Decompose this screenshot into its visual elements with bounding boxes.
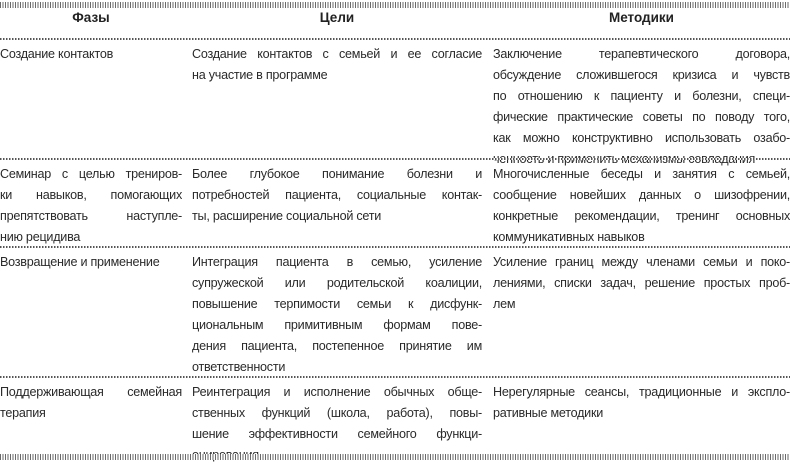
cell-line: потребностей пациента, социальные контак…	[192, 188, 482, 202]
cell-line: коммуникативных навыков	[493, 230, 645, 244]
table-bottom-border	[0, 454, 790, 460]
cell-line: терапия	[0, 406, 46, 420]
cell-line: Усиление границ между членами семьи и по…	[493, 255, 790, 269]
cell-line: циональным примитивным формам пове-	[192, 318, 482, 332]
row-divider	[0, 376, 790, 378]
cell-line: ративные методики	[493, 406, 604, 420]
cell-line: как можно конструктивно использовать оза…	[493, 131, 790, 145]
cell-phase: Возвращение и применение	[0, 252, 182, 273]
cell-goals: Более глубокое понимание болезни и потреб…	[192, 164, 482, 227]
row-divider	[0, 158, 790, 160]
cell-goals: Интеграция пациента в семью, усиление суп…	[192, 252, 482, 378]
cell-line: на участие в программе	[192, 68, 328, 82]
cell-phase: Поддерживающая семейная терапия	[0, 382, 182, 424]
cell-line: сообщение новейших данных о шизофрении,	[493, 188, 790, 202]
cell-line: Нерегулярные сеансы, традиционные и эксп…	[493, 385, 790, 399]
cell-line: обсуждение сложившегося кризиса и чувств	[493, 68, 790, 82]
cell-methods: Заключение терапевтического договора, обс…	[493, 44, 790, 170]
cell-line: Реинтеграция и исполнение обычных обще-	[192, 385, 482, 399]
cell-line: повышение терпимости семьи к дисфунк-	[192, 297, 482, 311]
cell-line: супружеской или родительской коалиции,	[192, 276, 482, 290]
cell-line: Поддерживающая семейная	[0, 385, 182, 399]
header-goals: Цели	[319, 10, 355, 25]
cell-phase: Семинар с целью трениров-ки навыков, пом…	[0, 164, 182, 248]
cell-line: дения пациента, постепенное принятие им	[192, 339, 482, 353]
header-methods: Методики	[608, 10, 674, 25]
table-top-border	[0, 2, 790, 8]
header-divider	[0, 38, 790, 40]
cell-line: лениями, списки задач, решение простых п…	[493, 276, 790, 290]
cell-line: Многочисленные беседы и занятия с семьей…	[493, 167, 790, 181]
cell-line: Более глубокое понимание болезни и	[192, 167, 482, 181]
header-phases: Фазы	[72, 10, 110, 25]
cell-line: Заключение терапевтического договора,	[493, 47, 790, 61]
cell-line: шение эффективности семейного функци-	[192, 427, 482, 441]
cell-line: ственных функций (школа, работа), повы-	[192, 406, 482, 420]
cell-line: Интеграция пациента в семью, усиление	[192, 255, 482, 269]
cell-line: ки навыков, помогающих	[0, 188, 182, 202]
cell-line: ответственности	[192, 360, 286, 374]
cell-line: ты, расширение социальной сети	[192, 209, 382, 223]
cell-line: нию рецидива	[0, 230, 81, 244]
cell-methods: Многочисленные беседы и занятия с семьей…	[493, 164, 790, 248]
row-divider	[0, 246, 790, 248]
cell-methods: Усиление границ между членами семьи и по…	[493, 252, 790, 315]
cell-methods: Нерегулярные сеансы, традиционные и эксп…	[493, 382, 790, 424]
cell-line: по отношению к пациенту и болезни, специ…	[493, 89, 790, 103]
cell-line: Возвращение и применение	[0, 255, 160, 269]
cell-goals: Реинтеграция и исполнение обычных обще-с…	[192, 382, 482, 466]
cell-line: лем	[493, 297, 516, 311]
cell-goals: Создание контактов с семьей и ее согласи…	[192, 44, 482, 86]
cell-line: препятствовать наступле-	[0, 209, 182, 223]
cell-line: Семинар с целью трениров-	[0, 167, 182, 181]
cell-line: Создание контактов с семьей и ее согласи…	[192, 47, 482, 61]
cell-phase: Создание контактов	[0, 44, 182, 65]
cell-line: фические практические советы по поводу т…	[493, 110, 790, 124]
cell-line: конкретные рекомендации, тренинг основны…	[493, 209, 790, 223]
cell-line: Создание контактов	[0, 47, 114, 61]
